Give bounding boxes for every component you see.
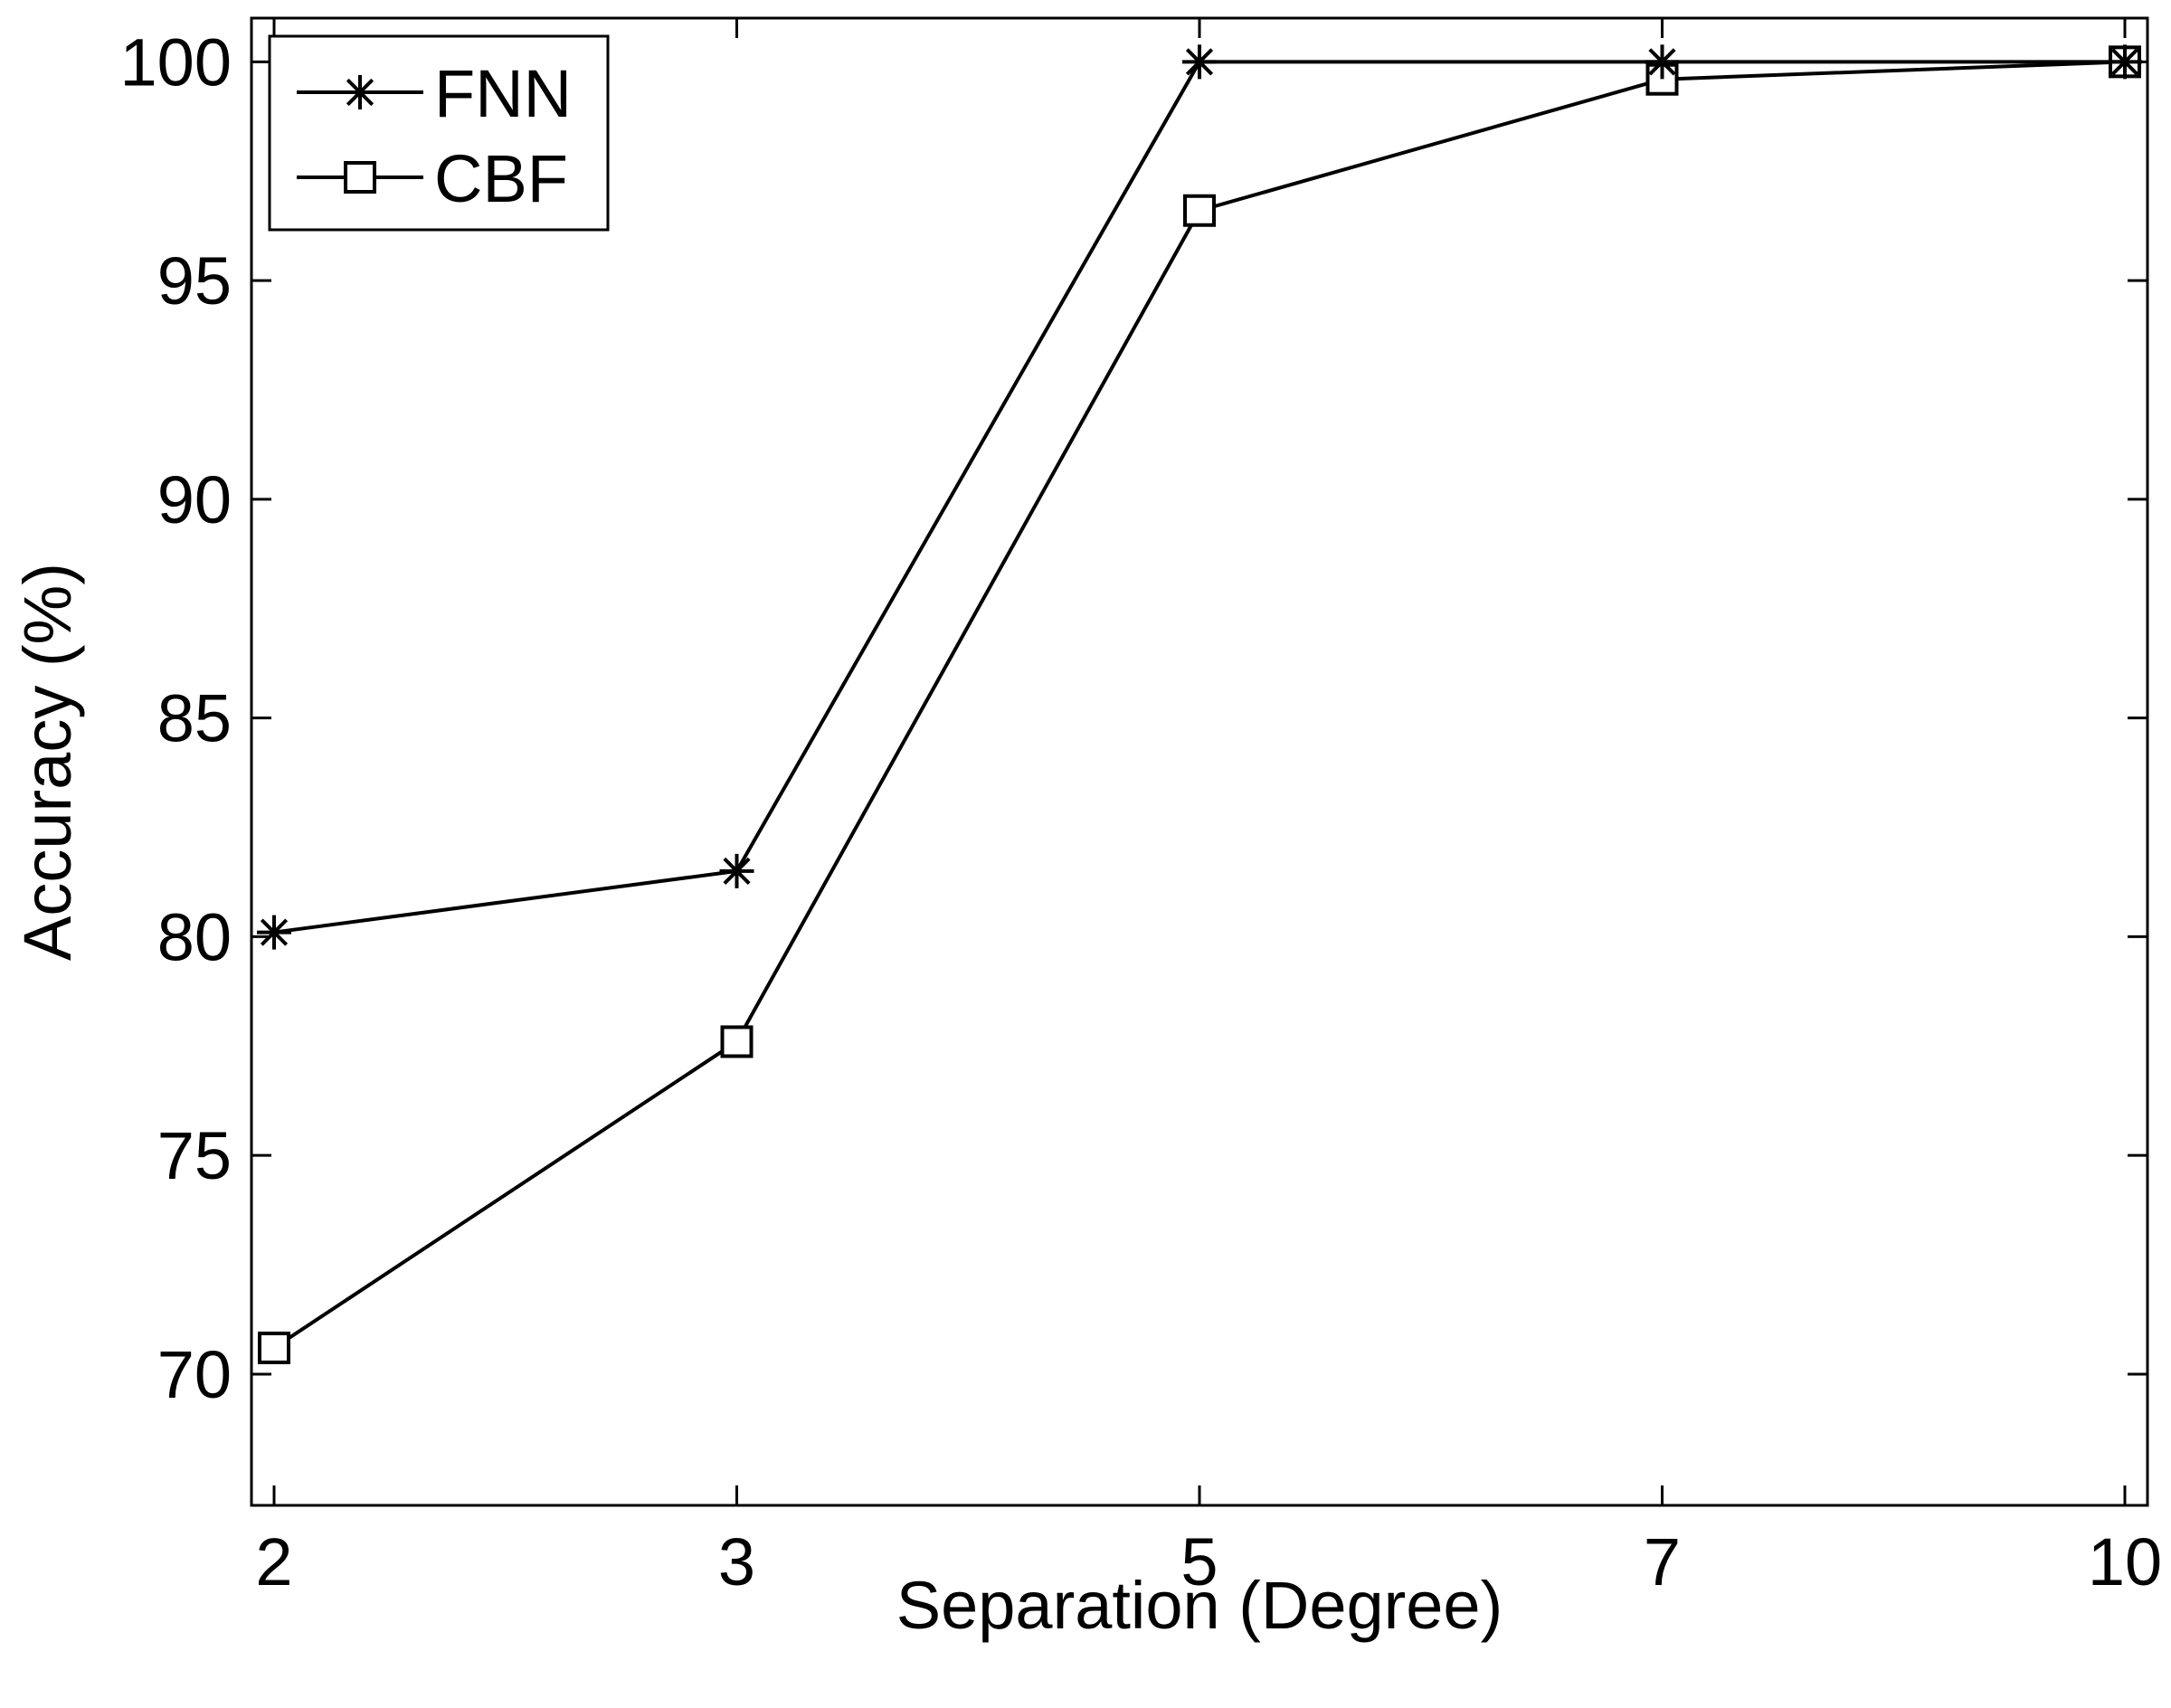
legend: FNN CBF <box>268 34 610 232</box>
legend-item-cbf: CBF <box>297 141 568 216</box>
data-point-cbf <box>258 1331 290 1364</box>
y-tick-label: 85 <box>157 681 232 756</box>
x-axis-title: Separation (Degree) <box>896 1568 1503 1643</box>
data-point-fnn <box>257 915 291 950</box>
data-point-fnn <box>2108 44 2142 80</box>
plot-frame <box>250 16 2149 1507</box>
legend-marker <box>344 161 376 194</box>
data-point-fnn <box>719 853 754 888</box>
legend-marker <box>343 75 377 109</box>
data-point-fnn <box>1182 44 1217 80</box>
legend-box <box>268 34 610 232</box>
data-point-cbf <box>720 1025 754 1058</box>
data-point-fnn <box>1645 44 1680 80</box>
x-tick-label: 5 <box>1180 1524 1218 1599</box>
legend-label: FNN <box>434 56 572 131</box>
x-tick-label: 10 <box>2088 1524 2162 1599</box>
y-tick-label: 95 <box>157 243 232 318</box>
x-tick-label: 2 <box>255 1524 292 1599</box>
legend-item-fnn: FNN <box>297 56 572 131</box>
y-tick-label: 90 <box>157 462 232 537</box>
series-cbf <box>258 45 2141 1364</box>
series-line-cbf <box>272 60 2126 1350</box>
y-tick-label: 100 <box>120 24 232 100</box>
data-point-cbf <box>1183 194 1216 227</box>
y-axis-title: Accuracy (%) <box>10 563 85 961</box>
y-tick-label: 80 <box>157 899 232 974</box>
series-fnn <box>257 44 2142 950</box>
x-tick-label: 3 <box>718 1524 755 1599</box>
series-layer <box>257 44 2142 1364</box>
legend-label: CBF <box>434 141 568 216</box>
axes: 70 75 80 85 90 95 100 2 3 5 7 10 <box>120 16 2162 1599</box>
x-tick-label: 7 <box>1644 1524 1681 1599</box>
y-tick-label: 70 <box>157 1337 232 1412</box>
y-tick-label: 75 <box>157 1118 232 1193</box>
